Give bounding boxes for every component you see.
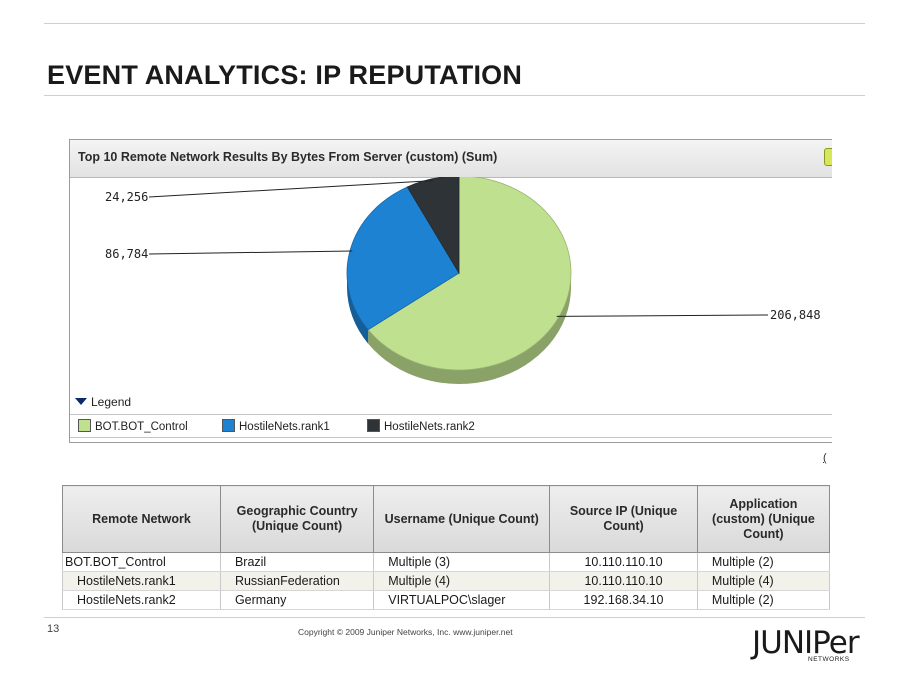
legend-item: BOT.BOT_Control — [78, 419, 188, 433]
legend-label: BOT.BOT_Control — [95, 421, 188, 433]
table-cell: Multiple (2) — [696, 590, 831, 610]
table-cell: Multiple (4) — [373, 571, 551, 591]
leader-line — [148, 180, 433, 198]
chart-panel-header: Top 10 Remote Network Results By Bytes F… — [70, 140, 832, 178]
title-underline — [44, 95, 865, 96]
table-cell: Germany — [219, 590, 375, 610]
legend-swatch — [367, 419, 380, 432]
table-cell: 10.110.110.10 — [549, 552, 698, 572]
legend-toggle[interactable]: Legend — [75, 395, 131, 409]
legend-item: HostileNets.rank2 — [367, 419, 475, 433]
legend-label: HostileNets.rank2 — [384, 421, 475, 433]
slice-value-label: 206,848 — [770, 308, 821, 322]
slide-title: EVENT ANALYTICS: IP REPUTATION — [47, 60, 523, 90]
column-header[interactable]: Remote Network — [62, 485, 221, 553]
table-cell: 10.110.110.10 — [549, 571, 698, 591]
legend-swatch — [78, 419, 91, 432]
table-cell: RussianFederation — [219, 571, 375, 591]
pie-slice-side — [368, 273, 571, 385]
chart-panel: Top 10 Remote Network Results By Bytes F… — [69, 139, 832, 443]
footer-rule — [44, 617, 865, 618]
leader-line — [556, 314, 769, 317]
legend-toggle-label: Legend — [91, 395, 132, 409]
legend-item: HostileNets.rank1 — [222, 419, 330, 433]
collapse-triangle-icon — [75, 398, 87, 405]
table-cell: Multiple (4) — [696, 571, 831, 591]
panel-action-icon[interactable] — [824, 148, 832, 166]
table-row[interactable]: HostileNets.rank1 RussianFederation Mult… — [62, 571, 831, 591]
table-row[interactable]: BOT.BOT_Control Brazil Multiple (3) 10.1… — [62, 552, 831, 572]
chart-panel-title: Top 10 Remote Network Results By Bytes F… — [78, 150, 498, 164]
pie-chart: 206,848 86,784 24,256 — [105, 177, 821, 385]
table-cell: Multiple (3) — [373, 552, 551, 572]
leader-line — [148, 250, 353, 255]
column-header[interactable]: Username (Unique Count) — [373, 485, 551, 553]
svg-text:NETWORKS: NETWORKS — [808, 656, 850, 662]
legend: BOT.BOT_Control HostileNets.rank1 Hostil… — [70, 414, 832, 438]
column-header[interactable]: Application (custom) (Unique Count) — [696, 485, 831, 553]
table-header-row: Remote Network Geographic Country (Uniqu… — [62, 485, 831, 553]
table-cell: HostileNets.rank1 — [62, 571, 221, 591]
results-table: Remote Network Geographic Country (Uniqu… — [62, 485, 831, 610]
table-cell: BOT.BOT_Control — [62, 552, 221, 572]
table-cell: HostileNets.rank2 — [62, 590, 221, 610]
legend-label: HostileNets.rank1 — [239, 421, 330, 433]
table-cell: Brazil — [219, 552, 375, 572]
table-cell: 192.168.34.10 — [549, 590, 698, 610]
copyright-text: Copyright © 2009 Juniper Networks, Inc. … — [298, 627, 513, 637]
page-number: 13 — [47, 623, 60, 635]
pie-slice[interactable] — [406, 177, 460, 275]
column-header[interactable]: Source IP (Unique Count) — [549, 485, 698, 553]
table-row[interactable]: HostileNets.rank2 Germany VIRTUALPOC\sla… — [62, 590, 831, 610]
pie-slice[interactable] — [367, 177, 572, 371]
panel-link-stub[interactable]: ( — [823, 452, 827, 464]
table-cell: VIRTUALPOC\slager — [373, 590, 551, 610]
table-cell: Multiple (2) — [696, 552, 831, 572]
legend-swatch — [222, 419, 235, 432]
top-rule — [44, 23, 865, 24]
pie-slice-side — [347, 273, 369, 344]
juniper-logo: JUNIPer NETWORKS — [750, 626, 861, 662]
slice-value-label: 24,256 — [105, 190, 148, 204]
column-header[interactable]: Geographic Country (Unique Count) — [219, 485, 375, 553]
svg-text:JUNIPer: JUNIPer — [750, 626, 860, 661]
slice-value-label: 86,784 — [105, 247, 148, 261]
